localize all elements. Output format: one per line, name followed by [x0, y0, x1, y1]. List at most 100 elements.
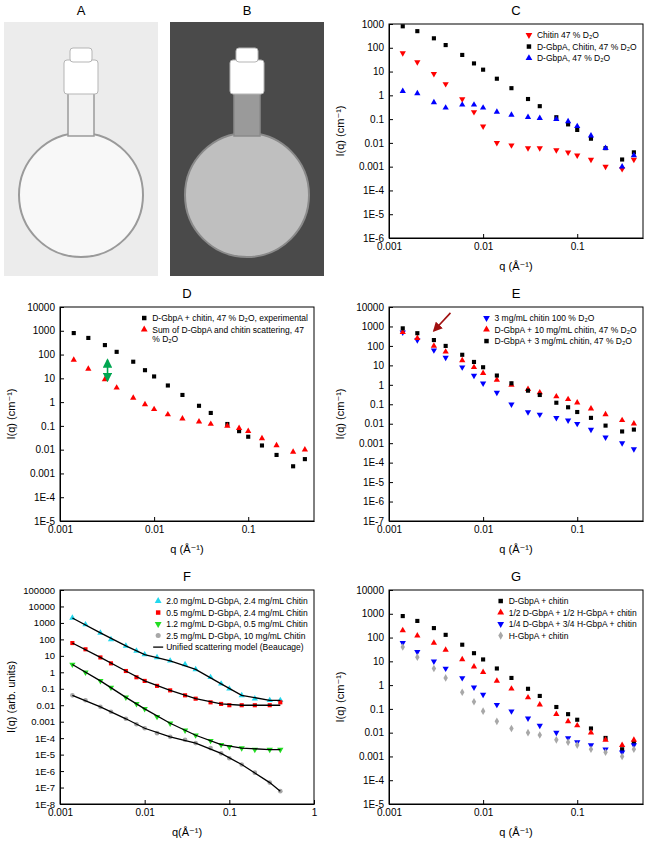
flask-neck — [68, 92, 94, 136]
data-point — [432, 665, 436, 673]
y-tick: 10 — [44, 373, 64, 384]
y-tick-mark — [389, 482, 393, 483]
data-point — [495, 373, 499, 377]
x-axis: 0.0010.010.1 — [48, 517, 315, 535]
legend-text-line: D-GbpA, 47 % D₂O — [537, 53, 611, 63]
y-tick: 10000 — [356, 585, 393, 596]
y-tick: 100 — [367, 42, 393, 53]
y-tick-label: 1E-5 — [34, 516, 56, 527]
annotation-arrow — [434, 313, 451, 331]
data-point — [508, 143, 514, 148]
y-tick-mark — [389, 424, 393, 425]
y-axis-title: I(q) (cm⁻¹) — [5, 388, 17, 439]
data-point — [526, 97, 530, 101]
data-point — [443, 104, 449, 109]
data-point — [574, 399, 580, 404]
legend: 2.0 mg/mL D-GbpA, 2.4 mg/mL Chitin0.5 mg… — [153, 596, 308, 652]
x-tick: 0.01 — [474, 234, 494, 252]
legend-marker — [483, 316, 490, 322]
y-axis-title: I(q) (cm⁻¹) — [334, 671, 346, 722]
y-tick-mark — [389, 709, 393, 710]
y-tick-mark — [389, 190, 393, 191]
y-tick-mark — [60, 473, 64, 474]
y-tick: 1E-4 — [34, 492, 64, 503]
data-point — [401, 614, 405, 618]
data-point — [85, 365, 91, 370]
y-tick-mark — [389, 756, 393, 757]
legend-marker — [527, 44, 531, 48]
y-tick-label: 100 — [39, 634, 55, 645]
panel-letter: B — [243, 3, 252, 18]
stopper-knob — [236, 48, 258, 62]
y-tick-mark — [389, 214, 393, 215]
legend-marker — [498, 631, 503, 639]
y-tick-label: 1 — [378, 680, 384, 691]
data-point — [632, 745, 636, 753]
data-point — [565, 396, 571, 401]
figure: ABC0.0010.010.11E-61E-51E-40.0010.010.11… — [0, 0, 657, 845]
legend-marker — [526, 33, 533, 39]
legend-marker — [483, 326, 490, 332]
data-point — [273, 442, 279, 447]
legend-label: Chitin 47 % D₂O — [537, 30, 599, 40]
data-point — [246, 435, 250, 439]
y-tick-label: 1E-5 — [363, 799, 385, 810]
legend-label: D-GbpA + 10 mg/mL chitin, 47 % D₂O — [494, 325, 637, 335]
panel-letter: F — [183, 569, 191, 584]
plot-area: 2.0 mg/mL D-GbpA, 2.4 mg/mL Chitin0.5 mg… — [69, 596, 308, 794]
y-tick: 0.1 — [41, 421, 64, 432]
data-point — [537, 146, 543, 151]
y-tick: 10000 — [356, 302, 393, 313]
y-tick-label: 1E-8 — [35, 799, 55, 810]
data-point — [471, 374, 477, 379]
y-axis-line — [389, 25, 390, 239]
y-tick: 100 — [38, 349, 64, 360]
data-point — [414, 60, 420, 65]
data-point — [508, 709, 514, 714]
data-point — [444, 43, 448, 47]
data-point — [588, 132, 594, 137]
data-point — [602, 436, 608, 441]
plot-frame — [60, 307, 314, 521]
y-tick: 1E-6 — [363, 233, 393, 244]
data-point — [538, 731, 542, 739]
x-axis-line — [61, 521, 315, 522]
y-tick-label: 10000 — [356, 302, 384, 313]
y-tick-label: 100 — [38, 349, 55, 360]
x-tick-label: 0.1 — [571, 241, 585, 252]
y-tick: 1E-5 — [363, 799, 393, 810]
y-tick-mark — [60, 331, 64, 332]
y-tick: 0.001 — [359, 438, 393, 449]
data-point — [602, 145, 608, 150]
data-point — [574, 422, 580, 427]
y-tick: 0.1 — [370, 114, 393, 125]
y-tick: 1E-6 — [35, 766, 64, 777]
y-tick-label: 0.1 — [370, 704, 384, 715]
data-point — [603, 748, 607, 756]
data-point — [443, 674, 447, 682]
legend-entry: 2.5 mg/mL D-GbpA, 10 mg/mL Chitin — [156, 631, 306, 641]
data-point — [197, 404, 201, 408]
panel: G0.0010.010.11E-51E-40.0010.010.11101001… — [334, 569, 644, 838]
x-tick: 0.1 — [571, 234, 585, 252]
legend-marker — [141, 326, 148, 332]
data-point — [481, 657, 485, 661]
x-tick: 0.01 — [135, 800, 155, 818]
y-tick-mark — [389, 119, 393, 120]
data-point — [431, 342, 437, 347]
data-point — [565, 718, 571, 723]
data-point — [259, 435, 265, 440]
y-tick: 0.001 — [30, 468, 64, 479]
y-tick-label: 10000 — [29, 601, 55, 612]
y-tick-label: 10 — [44, 373, 56, 384]
data-point — [588, 158, 594, 163]
y-tick-label: 1 — [50, 667, 55, 678]
data-point — [509, 381, 513, 385]
data-point — [495, 77, 499, 81]
y-axis-title: I(q) (cm⁻¹) — [334, 105, 346, 156]
photo-background — [4, 22, 158, 276]
y-tick-label: 0.01 — [37, 700, 56, 711]
data-point — [209, 411, 213, 415]
x-axis: 0.0010.010.1 — [377, 800, 644, 818]
y-tick-label: 1000 — [34, 617, 55, 628]
